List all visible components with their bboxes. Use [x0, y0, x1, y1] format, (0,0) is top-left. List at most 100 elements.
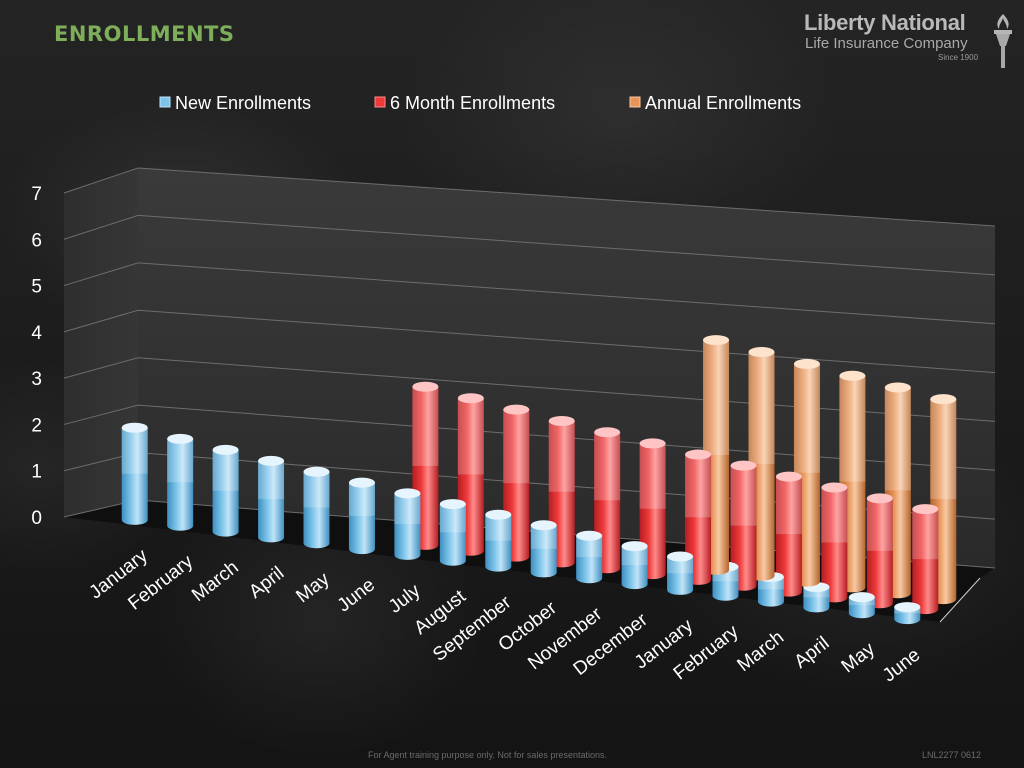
bar-highlight: [212, 449, 239, 491]
legend-swatch: [629, 96, 641, 108]
bar-body: [303, 471, 330, 549]
bar-cap: [912, 504, 939, 515]
bar-cap: [703, 335, 730, 346]
logo-line-1: Liberty National: [804, 10, 966, 35]
bar-body: [576, 535, 603, 584]
bar-body: [730, 465, 757, 591]
bar-highlight: [167, 438, 194, 483]
bar-cap: [412, 381, 439, 392]
bar-highlight: [530, 525, 557, 549]
bar-highlight: [621, 546, 648, 566]
bar-cap: [866, 493, 893, 504]
y-axis-tick-labels: 0 1 2 3 4 5 6 7: [31, 184, 42, 529]
bar: [821, 482, 848, 603]
y-tick-label: 3: [31, 369, 42, 390]
bar-cap: [667, 551, 694, 562]
footer-code: LNL2277 0612: [922, 750, 982, 760]
bar-highlight: [394, 493, 421, 525]
legend-swatch: [374, 96, 386, 108]
bar: [912, 504, 939, 615]
logo-line-3: Since 1900: [938, 53, 979, 62]
bar: [530, 520, 557, 578]
bar-body: [394, 493, 421, 560]
bar-highlight: [930, 399, 957, 500]
bar-cap: [121, 422, 148, 433]
bar-cap: [303, 466, 330, 477]
bar-cap: [748, 347, 775, 358]
bar-highlight: [730, 465, 757, 526]
bar-cap: [457, 393, 484, 404]
bar-highlight: [884, 387, 911, 491]
page-title: ENROLLMENTS: [54, 22, 235, 46]
bar-body: [348, 482, 375, 555]
bar-cap: [894, 602, 921, 613]
bar: [258, 455, 285, 543]
bar: [775, 471, 802, 597]
bar-highlight: [594, 432, 621, 501]
logo-line-2: Life Insurance Company: [805, 35, 968, 52]
bar-highlight: [121, 427, 148, 474]
bar-highlight: [685, 454, 712, 518]
chart-back-wall: [138, 168, 995, 568]
bar-highlight: [439, 504, 466, 533]
bar-highlight: [303, 471, 330, 508]
bar-highlight: [576, 535, 603, 557]
legend-label: 6 Month Enrollments: [390, 93, 555, 113]
bar: [894, 602, 921, 625]
bar-cap: [167, 433, 194, 444]
y-tick-label: 6: [31, 230, 42, 251]
bar-highlight: [412, 386, 439, 466]
legend-label: Annual Enrollments: [645, 93, 801, 113]
bar-highlight: [503, 409, 530, 484]
bar: [303, 466, 330, 549]
gridline: [63, 167, 996, 227]
torch-icon: [994, 14, 1012, 68]
bar-highlight: [457, 398, 484, 475]
x-tick-label: May: [292, 568, 334, 607]
bar: [685, 449, 712, 585]
legend-label: New Enrollments: [175, 93, 311, 113]
bar-cap: [930, 394, 957, 405]
x-tick-label: July: [385, 580, 425, 618]
bar: [848, 592, 875, 619]
company-logo: Liberty National Life Insurance Company …: [804, 8, 1018, 70]
bar-cap: [258, 455, 285, 466]
bar-cap: [594, 427, 621, 438]
chart-bars: [121, 335, 957, 625]
bar-cap: [576, 530, 603, 541]
bar-body: [439, 504, 466, 566]
bar-highlight: [775, 476, 802, 535]
bar-body: [775, 476, 802, 597]
bar-cap: [839, 370, 866, 381]
x-tick-label: March: [188, 557, 243, 606]
bar: [667, 551, 694, 595]
bar-body: [803, 587, 830, 613]
bar: [621, 541, 648, 590]
bar-body: [530, 525, 557, 578]
bar-body: [121, 427, 148, 525]
y-tick-label: 0: [31, 508, 42, 529]
chart-side-wall: [64, 168, 138, 517]
bar-highlight: [639, 443, 666, 509]
bar: [485, 509, 512, 572]
bar-cap: [212, 444, 239, 455]
bar-highlight: [793, 363, 820, 473]
bar-body: [685, 454, 712, 585]
bar-cap: [685, 449, 712, 460]
bar-body: [258, 460, 285, 543]
bar-highlight: [839, 375, 866, 482]
bar-cap: [485, 509, 512, 520]
bar-cap: [730, 460, 757, 471]
x-tick-label: May: [838, 638, 880, 677]
gridline: [63, 214, 996, 276]
bar-cap: [821, 482, 848, 493]
bar: [394, 488, 421, 560]
x-tick-label: April: [791, 633, 834, 673]
bar: [439, 499, 466, 566]
bar: [348, 477, 375, 555]
bar-cap: [884, 382, 911, 393]
bar: [167, 433, 194, 531]
bar-highlight: [348, 482, 375, 516]
bar-body: [667, 556, 694, 595]
x-tick-label: March: [733, 627, 788, 676]
